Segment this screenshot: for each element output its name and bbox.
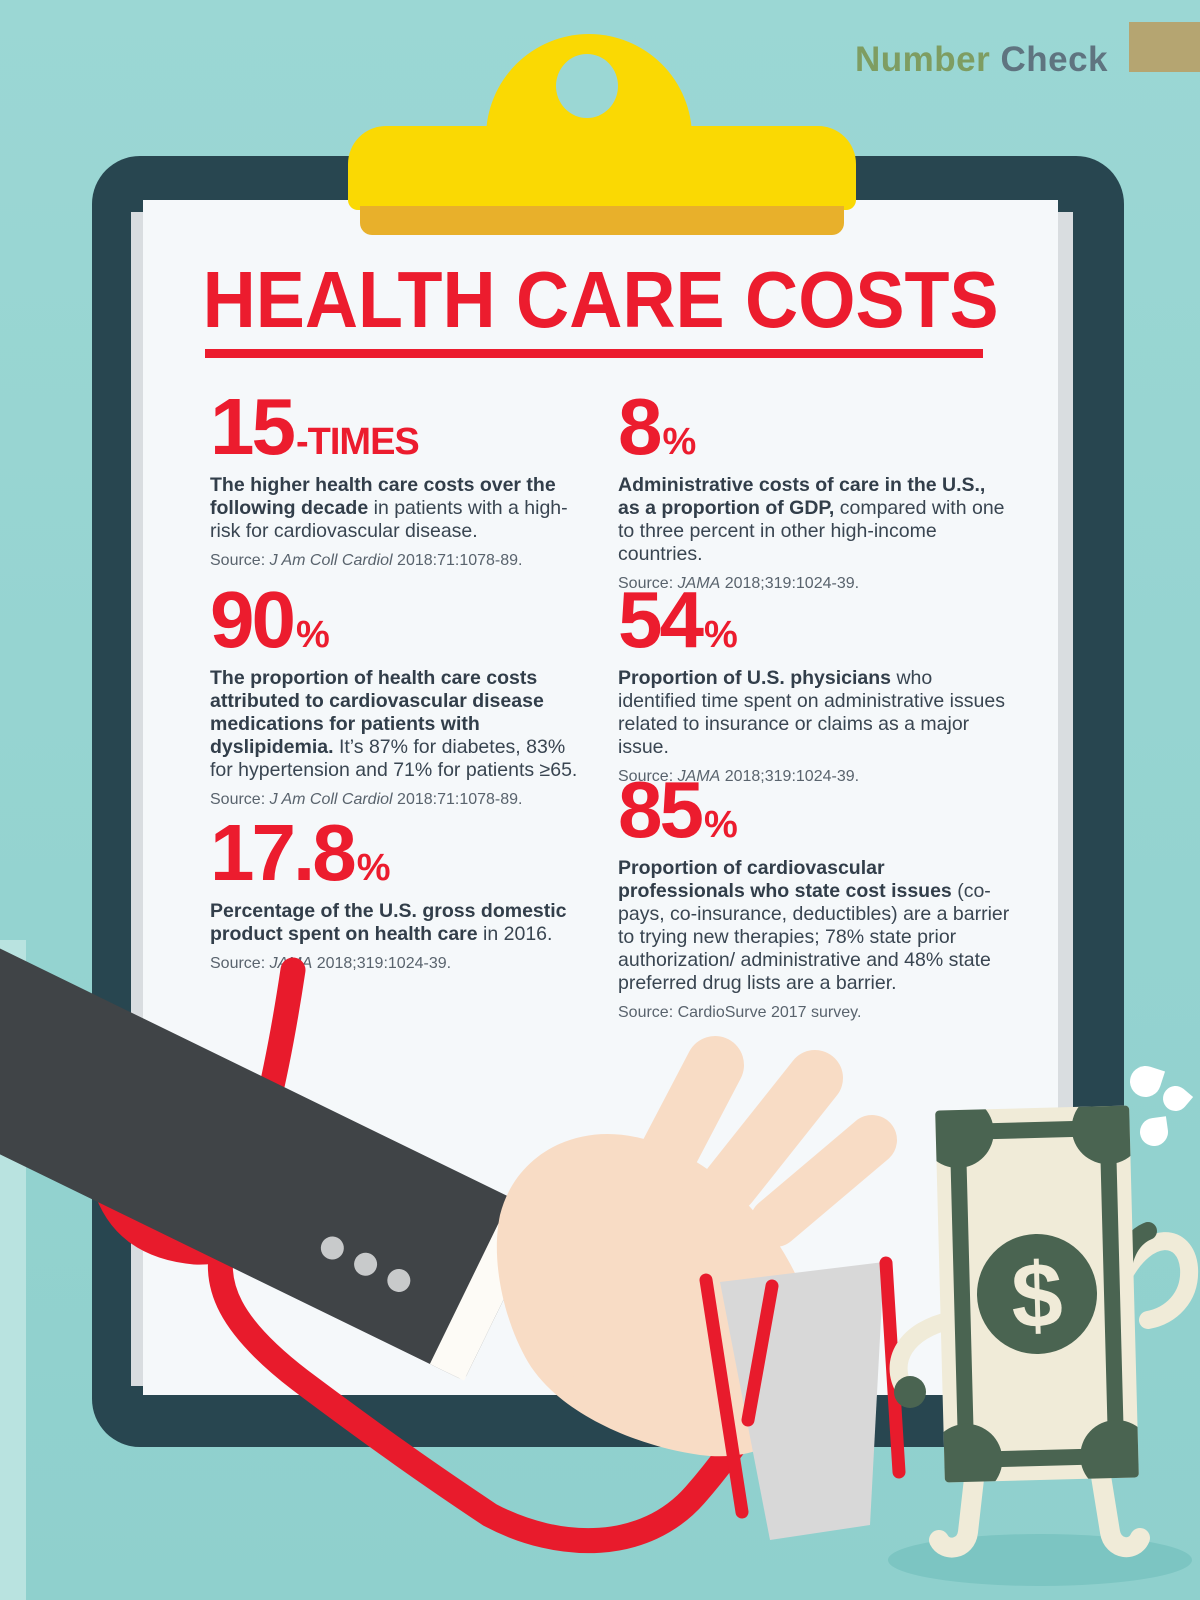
clipboard-clip-bar: [348, 126, 856, 210]
stat-suffix: %: [356, 847, 391, 889]
dollar-sign: $: [1010, 1244, 1064, 1347]
stat-number: 54: [618, 575, 704, 664]
clipboard-clip-shadow-band: [360, 206, 844, 235]
character-legs-icon: [929, 1460, 1150, 1558]
stat-suffix: %: [662, 421, 697, 463]
stat-description: Proportion of cardiovascular professiona…: [618, 857, 1010, 995]
section-brand: Number Check: [855, 40, 1108, 80]
character-fist-icon: [894, 1376, 926, 1408]
stat-description: Administrative costs of care in the U.S.…: [618, 474, 1005, 566]
stat-90-percent: 90% The proportion of health care costs …: [210, 580, 590, 809]
stat-54-percent: 54% Proportion of U.S. physicians who id…: [618, 580, 1010, 786]
stat-number: 17.8: [210, 808, 357, 897]
stat-source: Source: J Am Coll Cardiol 2018:71:1078-8…: [210, 791, 523, 809]
stat-suffix: %: [703, 804, 738, 846]
stat-number: 8: [618, 382, 662, 471]
corner-square: [1129, 22, 1200, 72]
page-title: HEALTH CARE COSTS: [202, 255, 999, 344]
stat-number: 15: [210, 382, 296, 471]
stat-description: Percentage of the U.S. gross domestic pr…: [210, 900, 567, 946]
stat-85-percent: 85% Proportion of cardiovascular profess…: [618, 770, 1014, 1022]
title-underline: [205, 349, 983, 358]
stat-suffix: %: [703, 614, 738, 656]
stat-description: Proportion of U.S. physicians who identi…: [618, 667, 1005, 759]
stat-source: Source: JAMA 2018;319:1024-39.: [618, 575, 860, 593]
brand-word-number: Number: [854, 40, 991, 79]
stat-description: The proportion of health care costs attr…: [210, 667, 578, 782]
clipboard-clip-hole: [556, 54, 618, 118]
stat-source: Source: CardioSurve 2017 survey.: [618, 1004, 862, 1022]
stat-15-times: 15-TIMES The higher health care costs ov…: [210, 387, 578, 570]
stat-8-percent: 8% Administrative costs of care in the U…: [618, 387, 1010, 593]
stat-17-8-percent: 17.8% Percentage of the U.S. gross domes…: [210, 813, 570, 973]
stat-number: 90: [210, 575, 296, 664]
stat-suffix: %: [295, 614, 330, 656]
stat-source: Source: JAMA 2018;319:1024-39.: [618, 768, 860, 786]
brand-word-check: Check: [990, 40, 1108, 79]
stat-number: 85: [618, 765, 704, 854]
stat-description: The higher health care costs over the fo…: [210, 474, 568, 543]
stat-source: Source: J Am Coll Cardiol 2018:71:1078-8…: [210, 552, 523, 570]
dollar-bill-icon: $: [935, 1105, 1139, 1483]
stat-suffix: -TIMES: [295, 421, 420, 463]
